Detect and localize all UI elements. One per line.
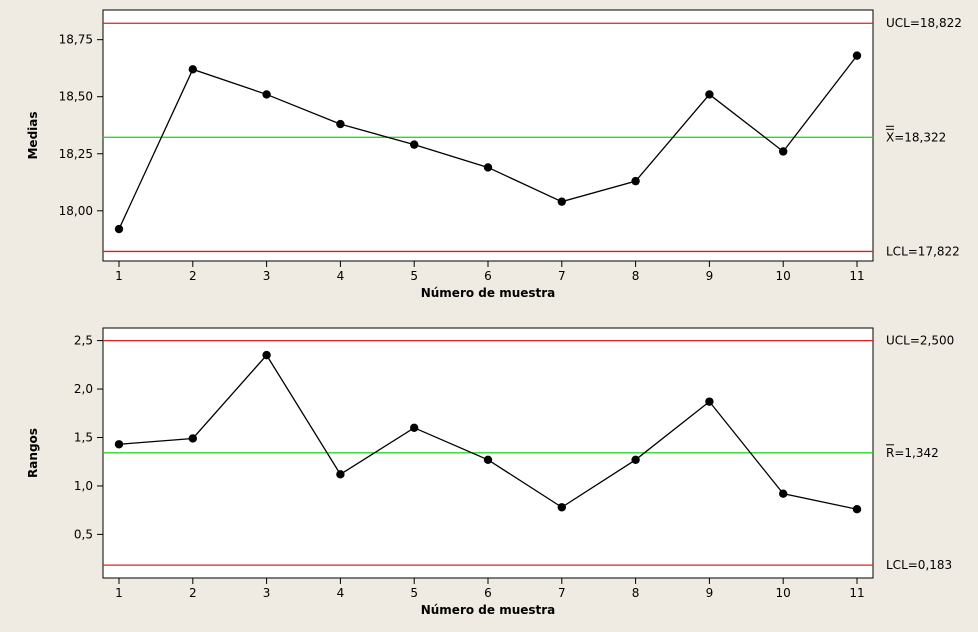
- data-point: [336, 470, 345, 479]
- data-point: [631, 455, 640, 464]
- ucl-label: UCL=18,822: [886, 16, 962, 30]
- x-tick-label: 8: [632, 586, 640, 600]
- x-tick-label: 11: [849, 586, 864, 600]
- x-tick-label: 10: [776, 269, 791, 283]
- x-tick-label: 1: [115, 269, 123, 283]
- data-point: [852, 505, 862, 514]
- y-tick-label: 18,00: [59, 204, 93, 218]
- data-point: [410, 140, 419, 149]
- data-point: [779, 147, 788, 156]
- data-point: [336, 119, 345, 129]
- plot-area: [102, 9, 874, 262]
- lcl-label: LCL=17,822: [886, 244, 960, 258]
- x-tick-label: 7: [558, 269, 566, 283]
- data-point: [705, 397, 714, 406]
- x-tick-label: 2: [189, 269, 197, 283]
- x-tick-label: 5: [410, 269, 418, 283]
- x-axis-title: Número de muestra: [421, 603, 556, 617]
- data-point: [483, 455, 493, 464]
- data-point: [188, 434, 197, 443]
- y-axis-title: Rangos: [26, 428, 40, 478]
- x-tick-label: 6: [484, 586, 492, 600]
- chart-panel-2: 0,5 1,0 1,5 2,0 2,5 1 2 3 4 5 6 7 8 9 10 11 Número de mu…: [26, 327, 954, 617]
- x-tick-label: 9: [706, 269, 714, 283]
- center-label: X=18,322: [886, 130, 946, 144]
- x-tick-label: 8: [632, 269, 640, 283]
- x-tick-label: 2: [189, 586, 197, 600]
- data-point: [705, 90, 714, 99]
- y-tick-label: 0,5: [74, 527, 93, 541]
- data-point: [557, 197, 566, 206]
- y-tick-label: 2,0: [74, 382, 93, 396]
- x-tick-label: 11: [849, 269, 864, 283]
- data-point: [114, 440, 124, 449]
- data-point: [262, 350, 271, 360]
- data-point: [557, 503, 566, 512]
- data-point: [262, 90, 271, 99]
- data-point: [114, 224, 124, 234]
- x-tick-label: 4: [337, 586, 345, 600]
- data-point: [631, 176, 640, 186]
- data-point: [852, 51, 862, 60]
- data-point: [410, 423, 419, 433]
- x-axis-title: Número de muestra: [421, 286, 556, 300]
- ucl-label: UCL=2,500: [886, 334, 954, 348]
- chart-panel-1: 18,00 18,25 18,50 18,75 1 2 3 4 5 6 7 8 9 10 11 Número …: [26, 9, 962, 300]
- x-tick-label: 7: [558, 586, 566, 600]
- data-point: [483, 163, 493, 172]
- y-tick-label: 18,25: [59, 147, 93, 161]
- center-label: R=1,342: [886, 446, 939, 460]
- data-point: [779, 489, 788, 498]
- data-point: [188, 65, 197, 74]
- y-tick-label: 2,5: [74, 334, 93, 348]
- y-tick-label: 1,5: [74, 430, 93, 444]
- lcl-label: LCL=0,183: [886, 558, 952, 572]
- x-tick-label: 3: [263, 269, 271, 283]
- x-tick-label: 9: [706, 586, 714, 600]
- x-tick-label: 4: [337, 269, 345, 283]
- x-tick-label: 1: [115, 586, 123, 600]
- y-axis-title: Medias: [26, 111, 40, 159]
- x-tick-label: 5: [410, 586, 418, 600]
- y-tick-label: 1,0: [74, 479, 93, 493]
- x-tick-label: 3: [263, 586, 271, 600]
- y-tick-label: 18,75: [59, 33, 93, 47]
- x-tick-label: 10: [776, 586, 791, 600]
- x-tick-label: 6: [484, 269, 492, 283]
- y-tick-label: 18,50: [59, 90, 93, 104]
